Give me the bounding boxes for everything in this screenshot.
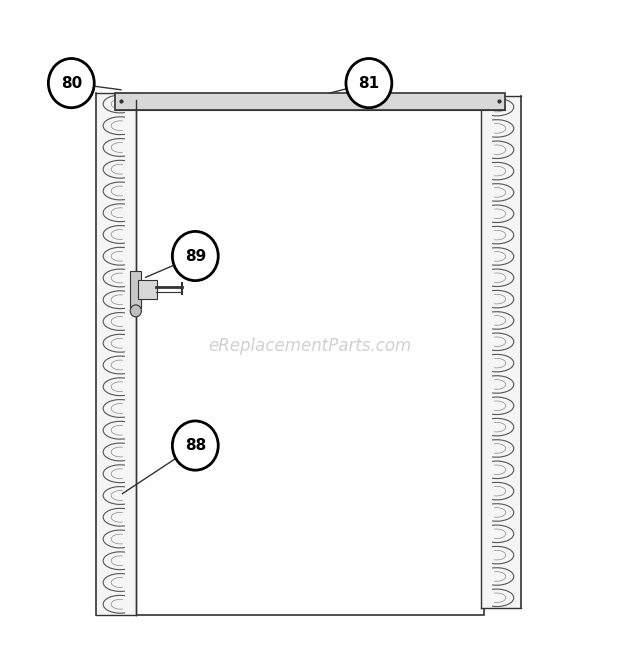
Text: 88: 88 bbox=[185, 438, 206, 453]
Bar bbox=[96, 93, 136, 615]
Bar bbox=[115, 93, 505, 110]
Bar bbox=[480, 96, 521, 608]
Circle shape bbox=[346, 59, 392, 108]
Circle shape bbox=[130, 305, 141, 317]
Circle shape bbox=[172, 421, 218, 470]
Circle shape bbox=[172, 231, 218, 281]
Bar bbox=[133, 100, 484, 615]
Bar bbox=[130, 271, 141, 307]
Text: 81: 81 bbox=[358, 76, 379, 90]
Text: 89: 89 bbox=[185, 249, 206, 263]
Text: eReplacementParts.com: eReplacementParts.com bbox=[208, 336, 412, 355]
Bar bbox=[138, 280, 157, 299]
Text: 80: 80 bbox=[61, 76, 82, 90]
Circle shape bbox=[48, 59, 94, 108]
